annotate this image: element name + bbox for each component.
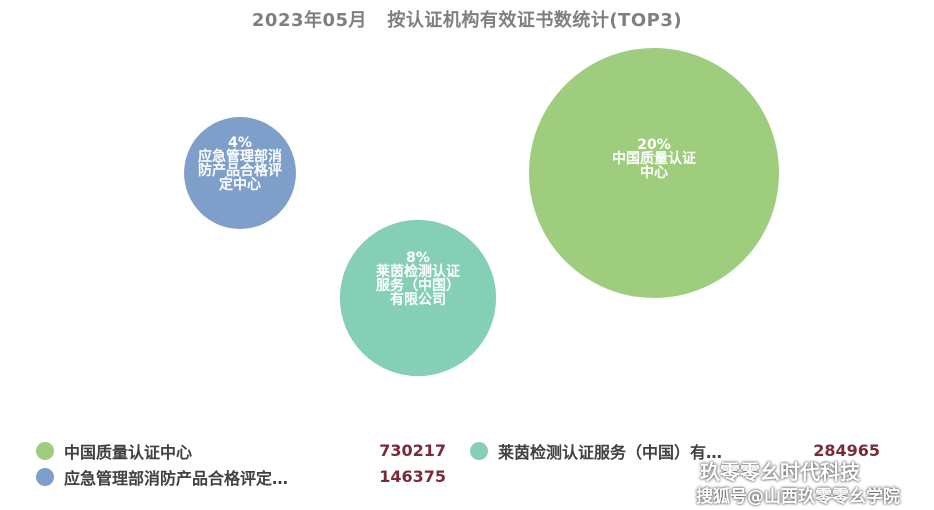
bubble-name-label: 有限公司 bbox=[390, 291, 446, 308]
bubble-name-label: 中心 bbox=[640, 164, 668, 181]
bubble-name-label: 定中心 bbox=[219, 176, 261, 193]
legend-item-tuv[interactable]: 莱茵检测认证服务（中国）有… bbox=[470, 440, 742, 462]
watermark-line1: 玖零零幺时代科技 bbox=[700, 460, 860, 484]
legend-item-ccc[interactable]: 中国质量认证中心 bbox=[36, 440, 366, 462]
legend-label: 中国质量认证中心 bbox=[64, 443, 193, 462]
wechat-icon bbox=[676, 460, 694, 476]
bubble-percent-label: 4% bbox=[228, 135, 252, 151]
bubble-percent-label: 8% bbox=[406, 250, 430, 266]
legend-value: 146375 bbox=[379, 467, 446, 486]
legend-dot-icon bbox=[36, 442, 54, 460]
bubble-percent-label: 20% bbox=[637, 137, 671, 153]
bubble-circle[interactable] bbox=[529, 48, 779, 298]
chart-title: 2023年05月 按认证机构有效证书数统计(TOP3) bbox=[251, 10, 683, 31]
bubble-name-label: 中国质量认证 bbox=[612, 150, 696, 167]
bubble-name-label: 应急管理部消 bbox=[198, 148, 282, 165]
legend-dot-icon bbox=[470, 442, 488, 460]
legend-label: 应急管理部消防产品合格评定… bbox=[64, 469, 289, 488]
bubble-name-label: 防产品合格评 bbox=[198, 162, 282, 179]
bubble-circle[interactable] bbox=[339, 219, 497, 377]
bubble-name-label: 莱茵检测认证 bbox=[376, 263, 460, 280]
legend-value: 284965 bbox=[813, 441, 880, 460]
watermark-line2: 搜狐号@山西玖零零幺学院 bbox=[696, 487, 900, 507]
bubble-circle[interactable] bbox=[184, 117, 296, 229]
legend-item-fire[interactable]: 应急管理部消防产品合格评定… bbox=[36, 466, 326, 488]
bubble-0[interactable]: 20%中国质量认证中心 bbox=[529, 48, 779, 298]
bubble-name-label: 服务（中国） bbox=[376, 277, 460, 294]
legend-value: 730217 bbox=[379, 441, 446, 460]
legend-dot-icon bbox=[36, 468, 54, 486]
bubble-1[interactable]: 8%莱茵检测认证服务（中国）有限公司 bbox=[339, 219, 497, 377]
